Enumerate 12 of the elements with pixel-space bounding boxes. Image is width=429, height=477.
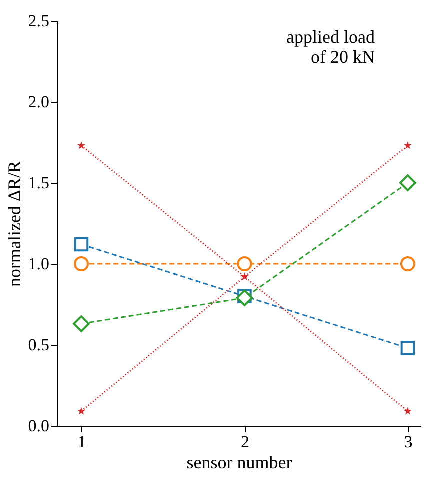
x-tick-label: 1: [78, 432, 86, 452]
y-tick-label: 1.5: [28, 174, 50, 192]
y-tick-label: 2.0: [28, 92, 50, 112]
y-tick-label: 2.5: [28, 12, 50, 30]
y-axis-title: normalized ΔR/R: [4, 160, 24, 288]
y-tick-label: 0.5: [28, 336, 50, 354]
annotation: applied load of 20 kN: [286, 27, 375, 67]
y-tick-label: 0.0: [28, 416, 50, 436]
x-axis-title: sensor number: [186, 452, 292, 472]
y-tick-label: 1.0: [28, 254, 50, 274]
x-tick-label: 2: [240, 432, 250, 452]
x-tick-label: 3: [404, 432, 413, 452]
